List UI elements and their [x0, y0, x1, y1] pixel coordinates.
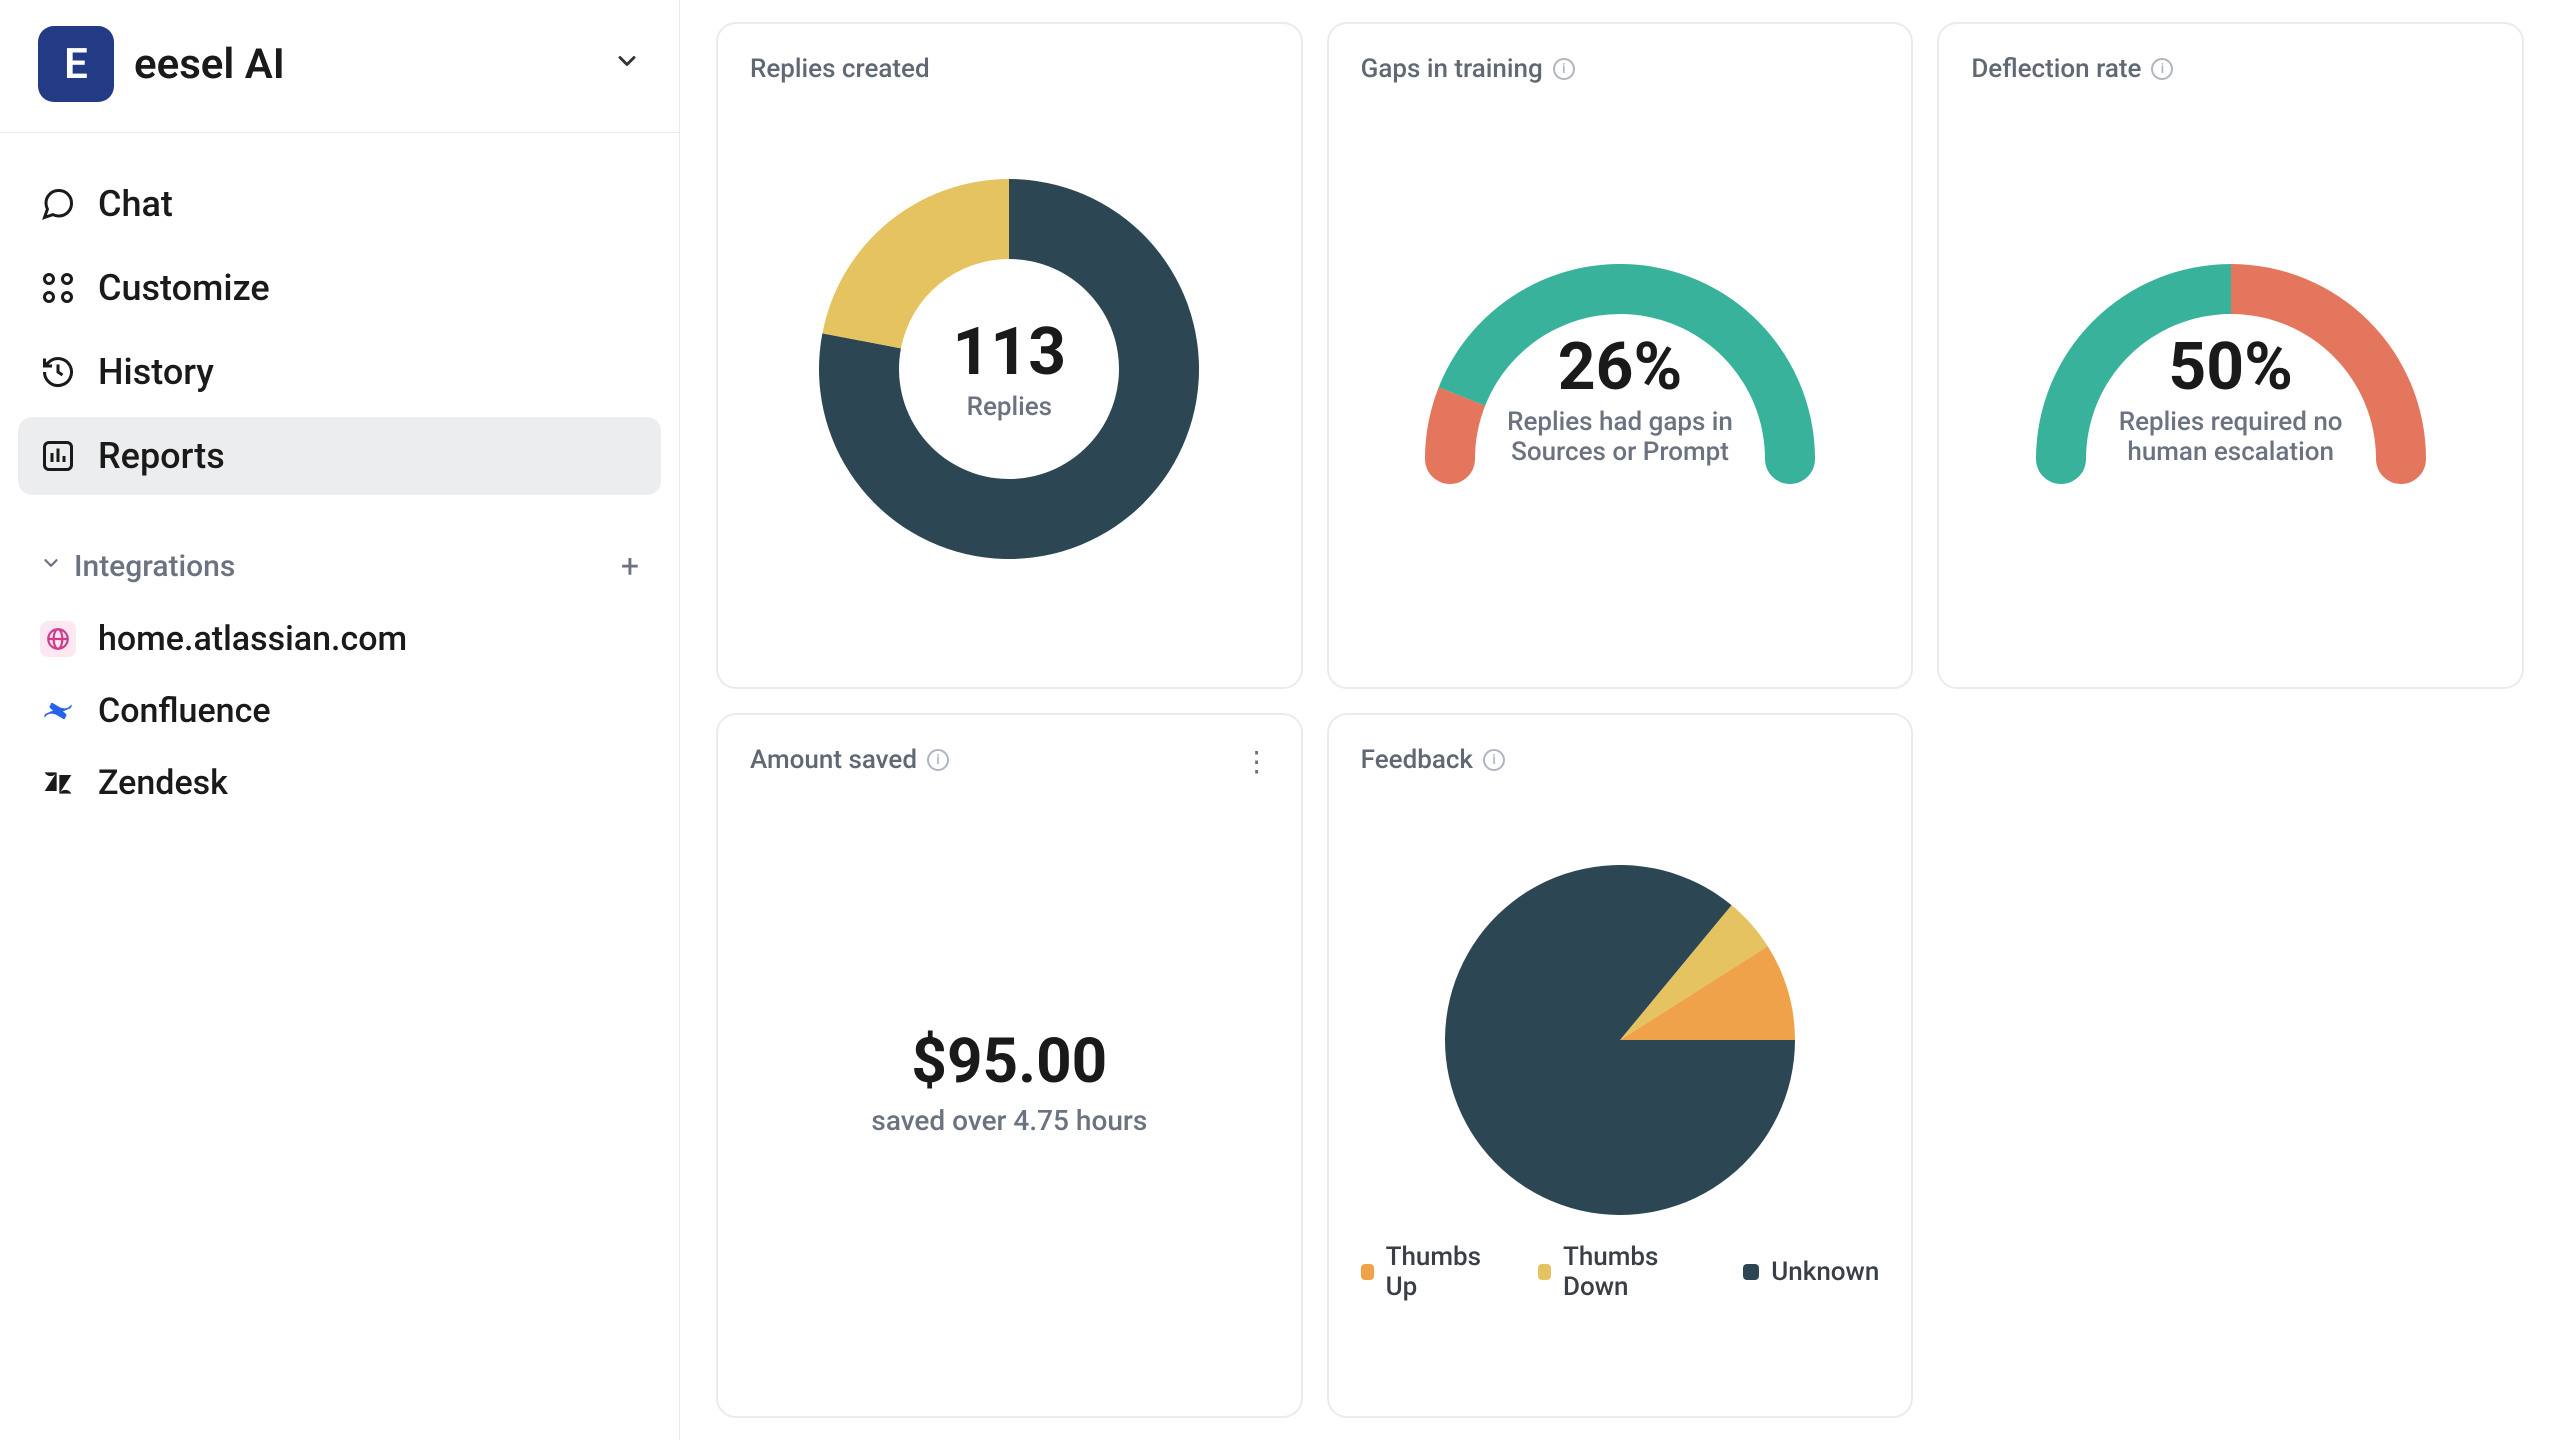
integrations-list: home.atlassian.com Confluence Zendesk [0, 603, 679, 819]
integration-label: Zendesk [98, 763, 228, 803]
gaps-gauge-chart: 26% Replies had gaps in Sources or Promp… [1420, 249, 1820, 493]
integrations-label: Integrations [74, 549, 235, 584]
integration-label: Confluence [98, 691, 271, 731]
feedback-legend: Thumbs Up Thumbs Down Unknown [1361, 1242, 1880, 1302]
integration-atlassian[interactable]: home.atlassian.com [0, 603, 679, 675]
nav-label: Reports [98, 435, 225, 477]
main-content: Replies created 113 Replies Gaps in trai… [680, 0, 2560, 1440]
more-options-button[interactable]: ⋮ [1243, 745, 1273, 778]
integrations-header[interactable]: Integrations + [0, 507, 679, 603]
legend-label: Thumbs Down [1563, 1242, 1699, 1302]
integration-confluence[interactable]: Confluence [0, 675, 679, 747]
card-replies-created: Replies created 113 Replies [716, 22, 1303, 689]
reports-icon [40, 438, 76, 474]
card-title: Gaps in training [1361, 54, 1543, 84]
workspace-switcher[interactable]: E eesel AI [0, 0, 679, 133]
customize-icon [40, 270, 76, 306]
legend-swatch [1743, 1264, 1759, 1280]
info-icon[interactable]: i [927, 749, 949, 771]
feedback-pie-chart [1440, 860, 1800, 1224]
legend-item: Thumbs Down [1538, 1242, 1699, 1302]
add-integration-button[interactable]: + [621, 547, 639, 585]
info-icon[interactable]: i [2151, 58, 2173, 80]
info-icon[interactable]: i [1483, 749, 1505, 771]
chevron-down-icon [40, 552, 62, 580]
sidebar: E eesel AI Chat Customize History Report… [0, 0, 680, 1440]
workspace-name: eesel AI [134, 40, 593, 89]
globe-icon [40, 621, 76, 657]
amount-sub: saved over 4.75 hours [871, 1104, 1147, 1137]
nav-label: Customize [98, 267, 270, 309]
replies-count: 113 [953, 320, 1067, 386]
card-amount-saved: Amount saved i ⋮ $95.00 saved over 4.75 … [716, 713, 1303, 1418]
legend-swatch [1361, 1264, 1374, 1280]
replies-label: Replies [967, 392, 1052, 422]
card-title: Deflection rate [1971, 54, 2141, 84]
legend-swatch [1538, 1264, 1551, 1280]
deflection-percent: 50% [2168, 335, 2293, 401]
legend-item: Thumbs Up [1361, 1242, 1494, 1302]
history-icon [40, 354, 76, 390]
card-title: Feedback [1361, 745, 1473, 775]
integration-zendesk[interactable]: Zendesk [0, 747, 679, 819]
nav-label: Chat [98, 183, 173, 225]
deflection-label: Replies required no human escalation [2101, 407, 2361, 467]
replies-donut-chart: 113 Replies [809, 169, 1209, 573]
chat-icon [40, 186, 76, 222]
gaps-label: Replies had gaps in Sources or Prompt [1490, 407, 1750, 467]
sidebar-item-reports[interactable]: Reports [18, 417, 661, 495]
deflection-gauge-chart: 50% Replies required no human escalation [2031, 249, 2431, 493]
sidebar-item-chat[interactable]: Chat [18, 165, 661, 243]
card-title: Replies created [750, 54, 1269, 84]
gaps-percent: 26% [1558, 335, 1683, 401]
legend-label: Thumbs Up [1386, 1242, 1494, 1302]
workspace-logo: E [38, 26, 114, 102]
nav-label: History [98, 351, 214, 393]
card-feedback: Feedback i Thumbs Up Thumbs Down Unknown [1327, 713, 1914, 1418]
integration-label: home.atlassian.com [98, 619, 407, 659]
nav-list: Chat Customize History Reports [0, 133, 679, 507]
card-title: Amount saved [750, 745, 917, 775]
card-deflection: Deflection rate i 50% Replies required n… [1937, 22, 2524, 689]
legend-label: Unknown [1771, 1257, 1879, 1287]
legend-item: Unknown [1743, 1242, 1879, 1302]
info-icon[interactable]: i [1553, 58, 1575, 80]
sidebar-item-history[interactable]: History [18, 333, 661, 411]
card-gaps: Gaps in training i 26% Replies had gaps … [1327, 22, 1914, 689]
sidebar-item-customize[interactable]: Customize [18, 249, 661, 327]
zendesk-icon [40, 765, 76, 801]
amount-value: $95.00 [911, 1025, 1107, 1098]
confluence-icon [40, 693, 76, 729]
chevron-down-icon [613, 47, 641, 82]
